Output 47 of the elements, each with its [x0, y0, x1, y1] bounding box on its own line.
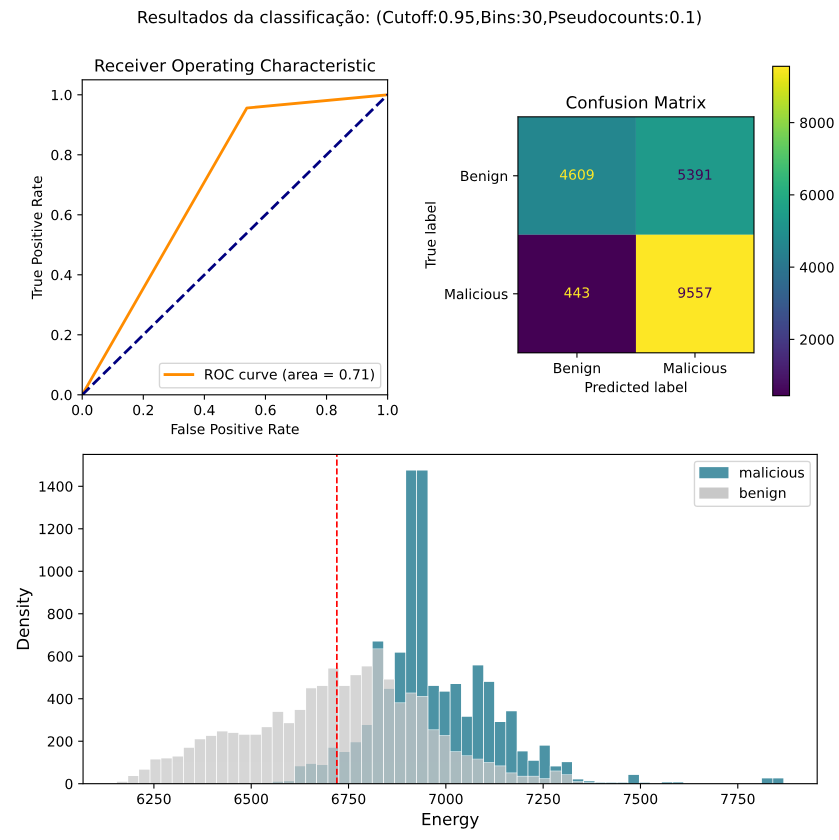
x-axis-title: Predicted label — [586, 382, 686, 392]
color-bar-label: 2000 — [800, 334, 834, 345]
y-tick-label: 1.0 — [52, 90, 72, 100]
data-label: 9557 — [678, 287, 712, 298]
y-tick-label: 0.6 — [51, 210, 72, 220]
x-tick-label: 7750 — [721, 794, 755, 804]
x-tick-label: 6500 — [234, 794, 268, 804]
y-axis-title: Density — [16, 588, 32, 650]
data-label: 4609 — [560, 169, 594, 180]
y-tick-label: 1400 — [40, 481, 72, 492]
x-tick-label: 7250 — [526, 794, 560, 804]
y-tick-label: 800 — [48, 608, 72, 620]
legend-label: benign — [740, 487, 786, 501]
y-axis-title: True label — [424, 202, 436, 269]
chart-title: Confusion Matrix — [566, 96, 706, 109]
data-label: 5391 — [678, 169, 712, 180]
x-tick-label: 0.6 — [255, 404, 276, 416]
x-tick-label: 0.4 — [194, 404, 215, 416]
x-tick-label: 6750 — [332, 794, 366, 804]
y-axis-title: True Positive Rate — [31, 176, 42, 300]
y-tick-label: 0.0 — [51, 390, 72, 400]
legend-label: ROC curve (area = 0.71) — [205, 368, 374, 382]
y-tick-label: 0.8 — [51, 150, 72, 160]
y-tick-label: 400 — [48, 694, 72, 704]
y-tick-label: 1200 — [40, 524, 72, 534]
y-tick-label: 0 — [65, 778, 72, 790]
y-tick-label: 200 — [48, 736, 72, 747]
x-tick-label: 6250 — [137, 794, 171, 804]
data-label: 443 — [564, 287, 590, 298]
color-bar-label: 6000 — [800, 190, 834, 200]
chart-title: Receiver Operating Characteristic — [96, 58, 375, 75]
x-tick-label: 0.2 — [133, 404, 153, 416]
text: Resultados da classificação: (Cutoff:0.95,Bins:30,Pseudocounts:0.1) — [138, 10, 701, 26]
legend-label: malicious — [740, 466, 804, 478]
y-tick-label: 600 — [48, 651, 72, 662]
x-axis-title: Energy — [422, 812, 479, 829]
y-tick-label: 0.2 — [51, 330, 72, 340]
color-bar-label: 4000 — [800, 262, 834, 273]
x-tick-label: 7000 — [429, 794, 463, 804]
y-tick-label: 1000 — [40, 566, 72, 577]
y-tick-label: 0.4 — [51, 270, 72, 280]
x-axis-title: False Positive Rate — [172, 424, 299, 434]
x-tick-label: 0.0 — [72, 404, 92, 416]
x-tick-label: 7500 — [624, 794, 658, 804]
x-tick-label: 1.0 — [378, 404, 398, 416]
x-tick-label: 0.8 — [316, 404, 337, 416]
color-bar-label: 8000 — [800, 118, 834, 128]
